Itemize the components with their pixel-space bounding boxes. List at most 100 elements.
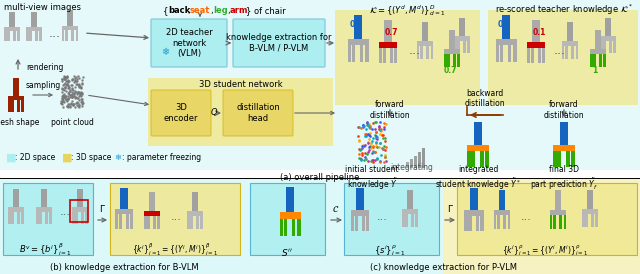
- Point: [58, 94, 68, 98]
- Bar: [443, 178, 640, 274]
- Point: [360, 155, 370, 159]
- Bar: [562, 46, 564, 59]
- Point: [71, 90, 81, 94]
- Point: [59, 76, 69, 81]
- Bar: [562, 41, 579, 46]
- Point: [379, 160, 389, 165]
- Bar: [532, 20, 540, 42]
- Point: [353, 156, 364, 161]
- Point: [380, 135, 390, 140]
- Point: [57, 86, 67, 90]
- Text: $B^v = \{b^i\}_{i=1}^\beta$: $B^v = \{b^i\}_{i=1}^\beta$: [19, 242, 72, 258]
- Bar: [0, 0, 640, 170]
- Point: [74, 75, 84, 80]
- Bar: [464, 210, 484, 216]
- Point: [364, 133, 374, 137]
- Point: [63, 86, 73, 90]
- Bar: [553, 145, 575, 151]
- Point: [60, 82, 70, 86]
- Text: ···: ···: [520, 215, 531, 225]
- Bar: [538, 48, 541, 63]
- Point: [72, 96, 82, 100]
- Bar: [344, 183, 439, 255]
- Point: [60, 77, 70, 81]
- Point: [368, 149, 378, 153]
- Point: [72, 92, 82, 96]
- Point: [367, 158, 377, 163]
- Point: [71, 79, 81, 84]
- Bar: [564, 215, 566, 229]
- Point: [77, 82, 88, 86]
- Bar: [504, 215, 506, 229]
- Bar: [9, 12, 15, 27]
- Bar: [29, 31, 32, 41]
- Point: [65, 105, 76, 109]
- Bar: [0, 178, 248, 274]
- Point: [371, 139, 381, 144]
- Point: [74, 85, 84, 90]
- Bar: [468, 216, 472, 231]
- Bar: [444, 49, 460, 54]
- Bar: [474, 122, 483, 145]
- Point: [360, 134, 371, 138]
- Bar: [493, 215, 497, 229]
- Bar: [403, 214, 405, 227]
- Bar: [463, 41, 466, 53]
- Point: [73, 90, 83, 94]
- Point: [355, 148, 365, 152]
- Point: [61, 76, 71, 81]
- Bar: [495, 39, 516, 45]
- Point: [62, 75, 72, 79]
- Point: [367, 138, 378, 143]
- Bar: [13, 189, 19, 207]
- Point: [60, 96, 70, 100]
- Point: [77, 101, 88, 105]
- Point: [65, 88, 76, 92]
- Point: [362, 152, 372, 157]
- Point: [370, 127, 380, 131]
- Bar: [590, 54, 593, 67]
- Bar: [485, 151, 489, 167]
- Point: [72, 79, 82, 84]
- Point: [375, 140, 385, 145]
- Text: ···: ···: [60, 210, 70, 220]
- Bar: [590, 49, 605, 54]
- Point: [380, 139, 390, 143]
- Point: [65, 89, 75, 93]
- Point: [370, 150, 380, 154]
- Bar: [61, 26, 79, 30]
- Point: [374, 124, 384, 128]
- Point: [63, 78, 74, 83]
- Point: [57, 77, 67, 81]
- Point: [70, 78, 80, 82]
- Bar: [196, 216, 199, 229]
- Bar: [383, 48, 386, 63]
- Bar: [394, 48, 397, 63]
- Point: [59, 92, 69, 96]
- Bar: [426, 46, 429, 59]
- Text: ,: ,: [210, 6, 212, 15]
- Bar: [21, 212, 24, 224]
- Bar: [550, 215, 552, 229]
- Point: [70, 89, 80, 93]
- Bar: [284, 218, 287, 236]
- Bar: [21, 100, 24, 112]
- Point: [374, 144, 384, 149]
- Point: [60, 85, 70, 89]
- FancyBboxPatch shape: [151, 90, 211, 136]
- Text: 0.7: 0.7: [385, 28, 399, 37]
- Bar: [600, 36, 616, 41]
- Text: arm: arm: [230, 6, 248, 15]
- Point: [69, 94, 79, 99]
- Point: [69, 80, 79, 84]
- Point: [371, 133, 381, 138]
- Point: [371, 136, 381, 140]
- Text: final 3D
part prediction $\tilde{Y}_f$: final 3D part prediction $\tilde{Y}_f$: [530, 165, 598, 192]
- Bar: [144, 211, 160, 216]
- Text: $\mathcal{C}$: $\mathcal{C}$: [332, 204, 340, 214]
- Point: [61, 82, 72, 87]
- Point: [76, 100, 86, 104]
- Point: [59, 74, 69, 79]
- Bar: [390, 48, 393, 63]
- Bar: [572, 151, 575, 167]
